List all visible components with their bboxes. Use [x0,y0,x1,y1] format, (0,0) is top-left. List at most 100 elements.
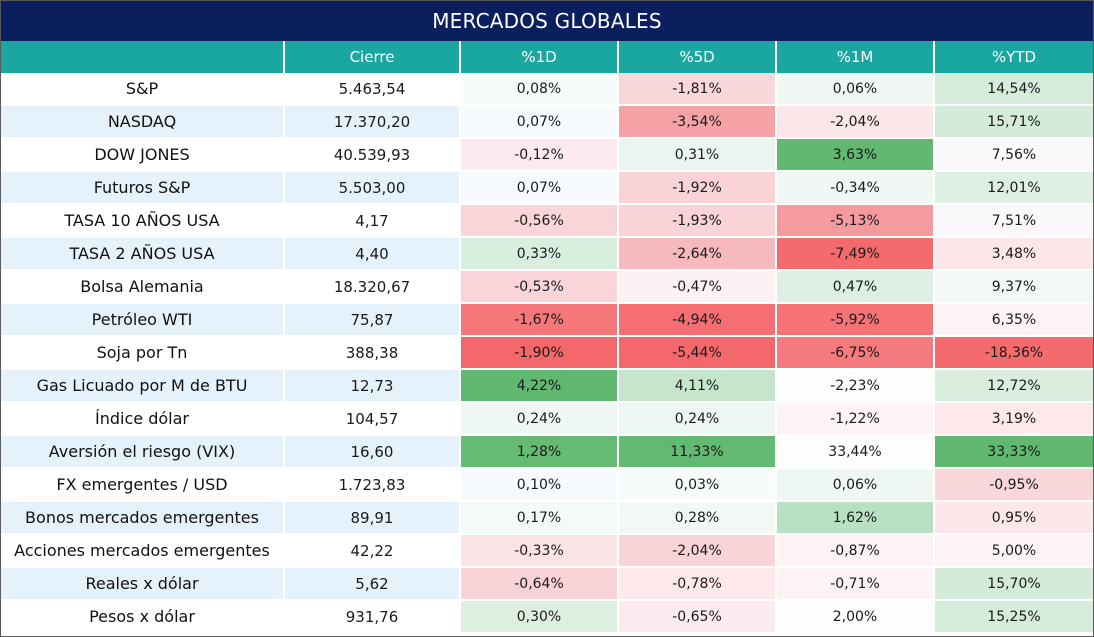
pct-ytd: 5,00% [935,535,1093,568]
table-row: Reales x dólar 5,62 -0,64% -0,78% -0,71% 15,7… [1,568,1093,601]
instrument-name: TASA 2 AÑOS USA [1,238,285,271]
pct-1d: -0,53% [461,271,619,304]
pct-ytd: 0,95% [935,502,1093,535]
pct-5d: -2,64% [619,238,777,271]
pct-1d: 0,08% [461,73,619,106]
header-close: Cierre [285,41,461,73]
pct-1d: -0,64% [461,568,619,601]
markets-table: Cierre %1D %5D %1M %YTD S&P 5.463,54 0,08%… [1,41,1093,634]
table-row: Bonos mercados emergentes 89,91 0,17% 0,28%… [1,502,1093,535]
pct-1m: 0,06% [777,469,935,502]
close-value: 5,62 [285,568,461,601]
pct-ytd: 3,48% [935,238,1093,271]
table-row: NASDAQ 17.370,20 0,07% -3,54% -2,04% 15,71% [1,106,1093,139]
instrument-name: TASA 10 AÑOS USA [1,205,285,238]
pct-1m: -2,23% [777,370,935,403]
pct-5d: 0,03% [619,469,777,502]
pct-ytd: 15,25% [935,601,1093,634]
pct-5d: -0,47% [619,271,777,304]
table-row: S&P 5.463,54 0,08% -1,81% 0,06% 14,54% [1,73,1093,106]
close-value: 5.463,54 [285,73,461,106]
close-value: 931,76 [285,601,461,634]
table-row: Índice dólar 104,57 0,24% 0,24% -1,22% 3,19% [1,403,1093,436]
table-row: Soja por Tn 388,38 -1,90% -5,44% -6,75% -18,3… [1,337,1093,370]
close-value: 18.320,67 [285,271,461,304]
close-value: 5.503,00 [285,172,461,205]
instrument-name: Gas Licuado por M de BTU [1,370,285,403]
pct-1m: -0,71% [777,568,935,601]
table-row: Aversión el riesgo (VIX) 16,60 1,28% 11,33%… [1,436,1093,469]
pct-5d: 11,33% [619,436,777,469]
pct-1m: 0,06% [777,73,935,106]
header-1d: %1D [461,41,619,73]
instrument-name: S&P [1,73,285,106]
pct-5d: -3,54% [619,106,777,139]
pct-1m: -2,04% [777,106,935,139]
pct-5d: -5,44% [619,337,777,370]
close-value: 1.723,83 [285,469,461,502]
pct-5d: -4,94% [619,304,777,337]
close-value: 17.370,20 [285,106,461,139]
pct-5d: -1,81% [619,73,777,106]
pct-1d: -0,56% [461,205,619,238]
instrument-name: Bolsa Alemania [1,271,285,304]
instrument-name: Bonos mercados emergentes [1,502,285,535]
pct-5d: -2,04% [619,535,777,568]
instrument-name: NASDAQ [1,106,285,139]
table-row: TASA 10 AÑOS USA 4,17 -0,56% -1,93% -5,13% 7,… [1,205,1093,238]
pct-ytd: 33,33% [935,436,1093,469]
pct-ytd: 14,54% [935,73,1093,106]
instrument-name: Índice dólar [1,403,285,436]
pct-1d: 0,07% [461,172,619,205]
close-value: 40.539,93 [285,139,461,172]
instrument-name: Soja por Tn [1,337,285,370]
pct-ytd: 7,56% [935,139,1093,172]
pct-5d: 0,24% [619,403,777,436]
header-name [1,41,285,73]
table-row: Futuros S&P 5.503,00 0,07% -1,92% -0,34% 12,0… [1,172,1093,205]
pct-1m: -0,34% [777,172,935,205]
table-row: DOW JONES 40.539,93 -0,12% 0,31% 3,63% 7,56% [1,139,1093,172]
close-value: 12,73 [285,370,461,403]
instrument-name: FX emergentes / USD [1,469,285,502]
close-value: 75,87 [285,304,461,337]
pct-1d: -0,12% [461,139,619,172]
pct-1d: -1,67% [461,304,619,337]
instrument-name: Acciones mercados emergentes [1,535,285,568]
pct-1m: -6,75% [777,337,935,370]
pct-5d: -0,78% [619,568,777,601]
close-value: 4,17 [285,205,461,238]
header-5d: %5D [619,41,777,73]
table-row: TASA 2 AÑOS USA 4,40 0,33% -2,64% -7,49% 3,48… [1,238,1093,271]
instrument-name: Aversión el riesgo (VIX) [1,436,285,469]
instrument-name: DOW JONES [1,139,285,172]
pct-1d: 0,17% [461,502,619,535]
instrument-name: Petróleo WTI [1,304,285,337]
pct-ytd: 9,37% [935,271,1093,304]
pct-ytd: 7,51% [935,205,1093,238]
pct-1d: 0,33% [461,238,619,271]
pct-1d: -1,90% [461,337,619,370]
instrument-name: Futuros S&P [1,172,285,205]
pct-ytd: -18,36% [935,337,1093,370]
pct-5d: -1,92% [619,172,777,205]
pct-1m: -0,87% [777,535,935,568]
pct-5d: -0,65% [619,601,777,634]
table-row: Pesos x dólar 931,76 0,30% -0,65% 2,00% 15,25… [1,601,1093,634]
pct-1d: 0,10% [461,469,619,502]
pct-ytd: 12,72% [935,370,1093,403]
table-row: Petróleo WTI 75,87 -1,67% -4,94% -5,92% 6,35% [1,304,1093,337]
table-row: Acciones mercados emergentes 42,22 -0,33% -… [1,535,1093,568]
pct-1d: -0,33% [461,535,619,568]
pct-ytd: 12,01% [935,172,1093,205]
close-value: 42,22 [285,535,461,568]
table-title: MERCADOS GLOBALES [1,1,1093,41]
pct-ytd: 3,19% [935,403,1093,436]
pct-1m: 2,00% [777,601,935,634]
pct-5d: 0,31% [619,139,777,172]
pct-ytd: -0,95% [935,469,1093,502]
pct-1m: 0,47% [777,271,935,304]
close-value: 89,91 [285,502,461,535]
pct-ytd: 6,35% [935,304,1093,337]
